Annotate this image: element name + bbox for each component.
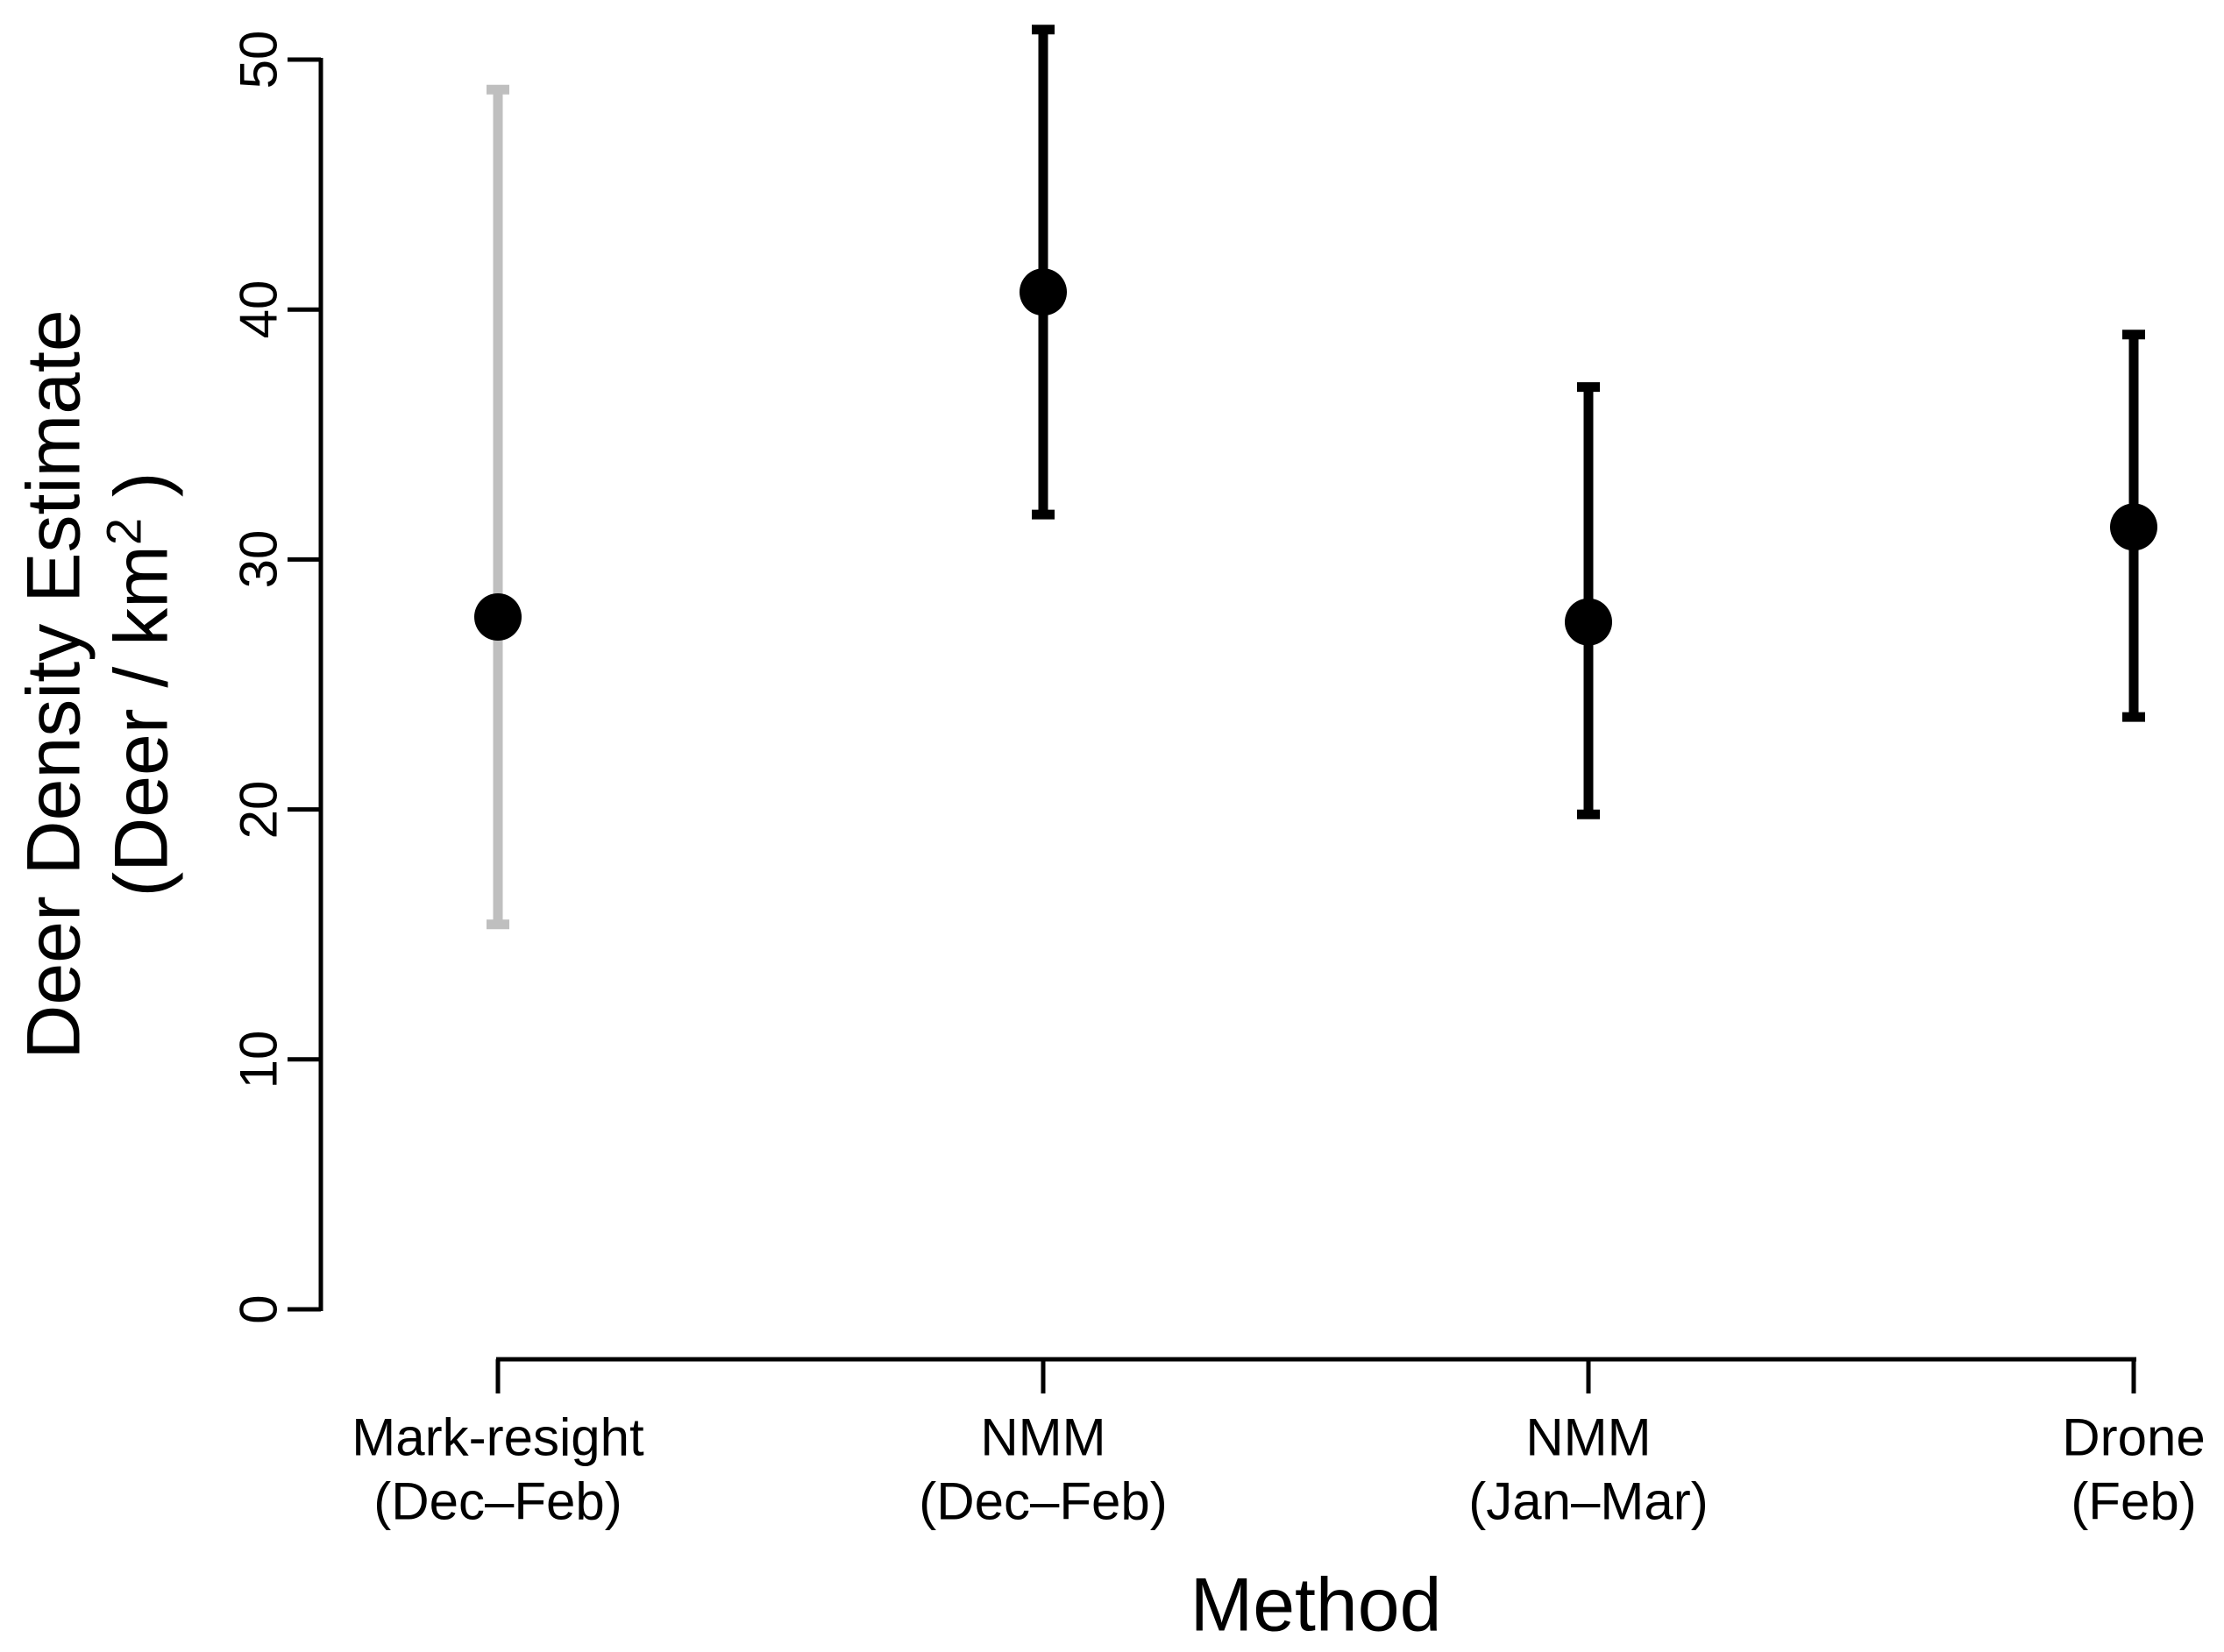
y-tick-label-50: 50	[229, 30, 288, 89]
y-axis-unit-prefix: (Deer / km	[99, 545, 184, 897]
x-tick-label-nmm-decfeb-line2: (Dec–Feb)	[919, 1471, 1168, 1531]
x-tick-label-mark-resight-line1: Mark-resight	[352, 1407, 644, 1467]
x-tick-label-mark-resight-line2: (Dec–Feb)	[373, 1471, 622, 1531]
y-axis-title-line2: (Deer / km2 )	[96, 471, 186, 897]
x-tick-label-drone-line1: Drone	[2062, 1407, 2206, 1467]
y-tick-label-0: 0	[229, 1294, 288, 1324]
point-estimate-marker	[1565, 598, 1612, 646]
y-tick-label-10: 10	[229, 1030, 288, 1089]
x-tick-label-drone-line2: (Feb)	[2071, 1471, 2197, 1531]
point-estimate-marker	[1020, 268, 1067, 316]
y-axis-unit-superscript: 2	[96, 518, 152, 546]
y-tick-label-20: 20	[229, 780, 288, 839]
pointrange-drone-3	[2110, 330, 2157, 722]
y-axis-unit-suffix: )	[99, 471, 184, 519]
pointrange-mark-resight-0	[474, 84, 522, 930]
x-tick-label-nmm-janmar-line1: NMM	[1525, 1407, 1652, 1467]
point-estimate-marker	[474, 592, 522, 641]
x-tick-label-nmm-janmar-line2: (Jan–Mar)	[1468, 1471, 1709, 1531]
y-axis-title-line1: Deer Density Estimate	[11, 309, 96, 1060]
pointrange-nmm-2	[1565, 382, 1612, 819]
x-tick-label-nmm-decfeb-line1: NMM	[980, 1407, 1106, 1467]
y-tick-label-40: 40	[229, 280, 288, 339]
pointrange-nmm-1	[1020, 25, 1067, 520]
y-tick-label-30: 30	[229, 530, 288, 589]
point-estimate-marker	[2110, 503, 2157, 551]
x-axis-title: Method	[1190, 1563, 1442, 1648]
